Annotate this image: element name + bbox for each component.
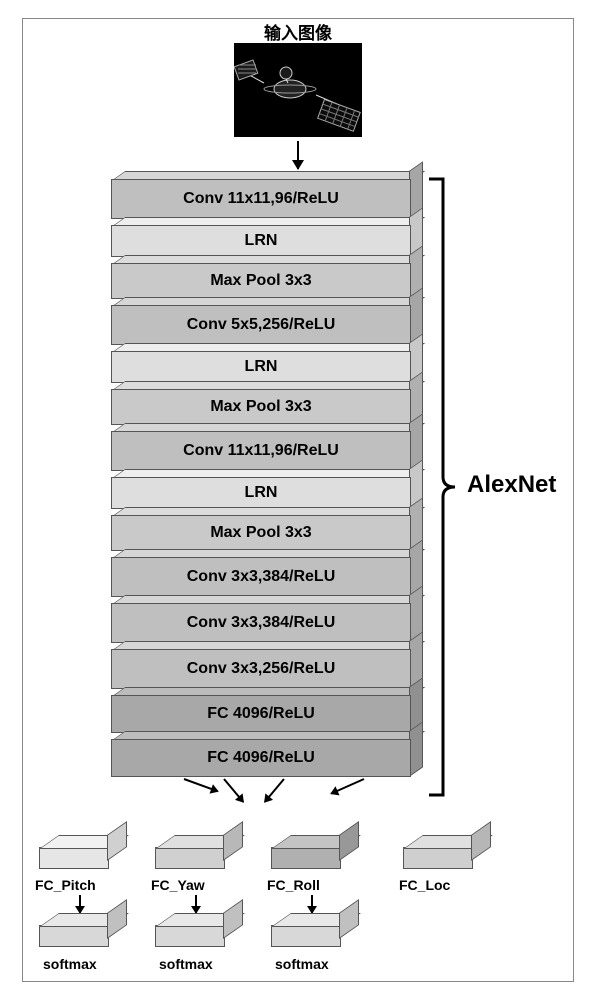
layer-label: LRN <box>111 351 411 383</box>
out-label-FC_Roll: FC_Roll <box>267 877 320 893</box>
softmax-tile-2 <box>271 925 341 951</box>
input-title: 输入图像 <box>23 19 573 44</box>
layer-6: Conv 11x11,96/ReLU <box>111 431 411 471</box>
arrow-to-softmax-1 <box>195 895 197 913</box>
out-tile-FC_Loc <box>403 847 473 873</box>
out-label-FC_Pitch: FC_Pitch <box>35 877 96 893</box>
layer-9: Conv 3x3,384/ReLU <box>111 557 411 597</box>
layer-label: Max Pool 3x3 <box>111 263 411 299</box>
layer-5: Max Pool 3x3 <box>111 389 411 425</box>
layer-label: Conv 3x3,384/ReLU <box>111 557 411 597</box>
out-label-FC_Loc: FC_Loc <box>399 877 450 893</box>
layer-label: Max Pool 3x3 <box>111 389 411 425</box>
softmax-label-0: softmax <box>43 956 97 972</box>
alexnet-label: AlexNet <box>467 471 556 499</box>
out-tile-FC_Yaw <box>155 847 225 873</box>
layer-11: Conv 3x3,256/ReLU <box>111 649 411 689</box>
input-image <box>234 43 362 137</box>
layer-label: Conv 3x3,384/ReLU <box>111 603 411 643</box>
softmax-label-1: softmax <box>159 956 213 972</box>
layer-13: FC 4096/ReLU <box>111 739 411 777</box>
layer-label: Conv 11x11,96/ReLU <box>111 179 411 219</box>
layer-4: LRN <box>111 351 411 383</box>
layer-label: LRN <box>111 225 411 257</box>
arrow-to-softmax-0 <box>79 895 81 913</box>
layer-label: Max Pool 3x3 <box>111 515 411 551</box>
diagram-frame: 输入图像 <box>22 18 574 982</box>
out-tile-FC_Pitch <box>39 847 109 873</box>
layer-10: Conv 3x3,384/ReLU <box>111 603 411 643</box>
layer-stack: Conv 11x11,96/ReLU LRN Max Pool 3x3 Conv 5x… <box>111 179 411 783</box>
out-tile-FC_Roll <box>271 847 341 873</box>
softmax-label-2: softmax <box>275 956 329 972</box>
layer-2: Max Pool 3x3 <box>111 263 411 299</box>
layer-label: Conv 5x5,256/ReLU <box>111 305 411 345</box>
layer-3: Conv 5x5,256/ReLU <box>111 305 411 345</box>
arrow-to-softmax-2 <box>311 895 313 913</box>
layer-label: FC 4096/ReLU <box>111 695 411 733</box>
softmax-tile-0 <box>39 925 109 951</box>
layer-8: Max Pool 3x3 <box>111 515 411 551</box>
layer-7: LRN <box>111 477 411 509</box>
out-label-FC_Yaw: FC_Yaw <box>151 877 205 893</box>
arrow-input-to-stack <box>297 141 299 169</box>
layer-0: Conv 11x11,96/ReLU <box>111 179 411 219</box>
satellite-icon <box>234 43 362 137</box>
layer-label: FC 4096/ReLU <box>111 739 411 777</box>
layer-label: Conv 11x11,96/ReLU <box>111 431 411 471</box>
layer-1: LRN <box>111 225 411 257</box>
softmax-tile-1 <box>155 925 225 951</box>
layer-label: Conv 3x3,256/ReLU <box>111 649 411 689</box>
layer-label: LRN <box>111 477 411 509</box>
layer-12: FC 4096/ReLU <box>111 695 411 733</box>
alexnet-bracket <box>427 177 465 797</box>
